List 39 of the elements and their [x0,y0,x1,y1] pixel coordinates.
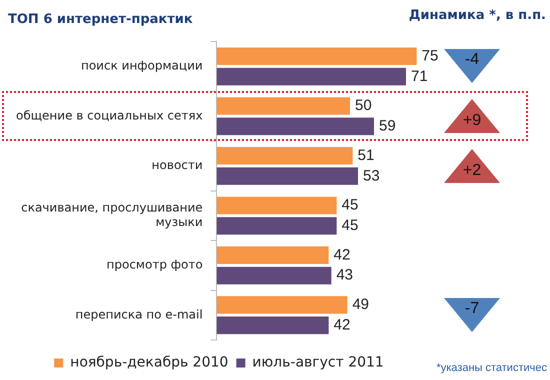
text: +2 [462,162,482,180]
data-label: 75 [422,47,438,64]
bar [216,217,337,235]
bar [216,118,374,136]
legend-label: июль-август 2011 [252,354,384,371]
text: -4 [464,51,480,70]
y-tick-label: переписка по e-mail [75,307,203,322]
y-tick-label: просмотр фото [106,258,203,272]
bar [216,146,353,165]
bar [216,296,348,314]
text: Динамика *, в п.п. [408,8,546,23]
bar [216,167,358,185]
y-tick-label: новости [152,158,203,172]
y-tick-label: поиск информации [81,58,203,73]
text: ТОП 6 интернет-практик [8,12,193,28]
text: +9 [462,112,482,130]
text: -7 [464,300,480,318]
legend-label: ноябрь-декабрь 2010 [70,354,228,371]
bar [216,97,350,115]
bar [216,246,329,264]
data-label: 59 [379,118,396,135]
bar [216,68,406,86]
data-label: 45 [342,196,358,214]
data-label: 42 [334,246,350,264]
data-label: 53 [363,167,380,184]
data-label: 45 [342,217,358,234]
data-label: 43 [336,266,354,284]
y-tick-label: скачивание, прослушивание музыки [21,200,203,229]
y-tick-label: общение в социальных сетях [16,108,203,122]
data-label: 42 [334,316,350,334]
data-label: 50 [355,97,372,114]
text: *указаны статистичес [436,362,547,374]
bar [216,196,337,214]
data-label: 51 [358,146,374,164]
bar [216,48,417,66]
data-label: 49 [352,296,370,314]
bar [216,266,332,284]
data-label: 71 [411,68,428,85]
bar [216,316,329,334]
